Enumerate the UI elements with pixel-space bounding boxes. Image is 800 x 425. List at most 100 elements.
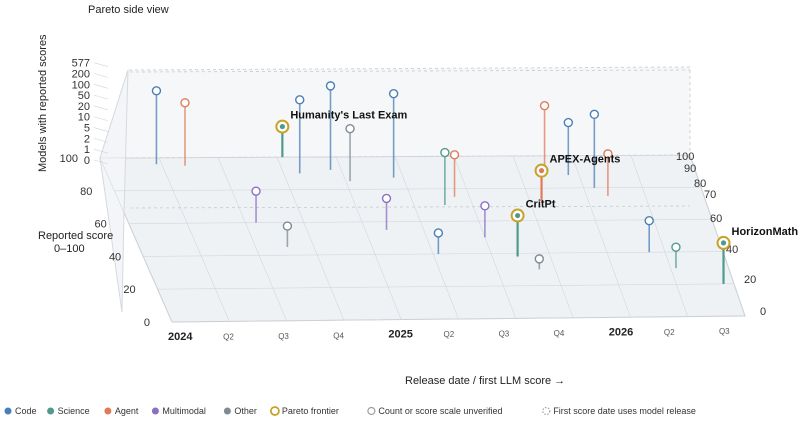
data-point: [534, 254, 545, 264]
chart-annotations: Humanity's Last Exam APEX-Agents CritPt Hor…: [275, 110, 799, 284]
data-point: [381, 193, 392, 204]
legend-label: Agent: [115, 406, 139, 416]
annotation-label: APEX-Agents: [550, 154, 621, 166]
y-tick-label-right: 90: [684, 163, 696, 175]
y-tick-label: 80: [80, 186, 92, 198]
z-tick-line: [93, 105, 109, 111]
y-tick-label-right: 0: [760, 306, 766, 318]
legend-label: Other: [234, 406, 257, 416]
floor-grid-y: [99, 154, 691, 159]
x-tick-label: Q2: [223, 332, 234, 341]
floor-grid-x: [689, 154, 746, 317]
data-point: [295, 95, 305, 105]
z-tick-line: [93, 127, 109, 132]
floor-grid-x: [276, 156, 345, 321]
z-tick-label: 100: [72, 79, 90, 91]
x-tick-label: Q2: [443, 330, 454, 339]
x-tick-label: Q4: [333, 331, 344, 340]
legend-label: Pareto frontier: [282, 406, 339, 416]
legend-swatch: [223, 407, 231, 415]
data-point: [388, 88, 399, 99]
frontier-dot: [279, 123, 285, 130]
y-tick-label: 60: [95, 219, 107, 231]
x-tick-label: Q2: [664, 328, 675, 337]
data-point: [345, 123, 355, 134]
annotation-label: HorizonMath: [732, 226, 799, 238]
data-point: [603, 149, 613, 159]
legend: Code Science Agent Multimodal Other Pareto fr…: [4, 406, 696, 416]
legend-swatch: [367, 406, 376, 416]
y-axis-label: Reported score 0–100: [38, 230, 113, 255]
floor-grid-x: [99, 157, 173, 323]
floor-grid-y: [143, 251, 724, 257]
x-tick-label: 2025: [388, 329, 412, 341]
data-point: [644, 216, 654, 226]
data-point: [282, 221, 293, 231]
x-tick-label: Q3: [499, 330, 510, 339]
chart-title: Pareto side view: [88, 4, 169, 16]
z-tick-label: 1: [84, 144, 90, 156]
z-tick-label: 50: [78, 90, 90, 102]
floor-grid-x: [217, 157, 287, 321]
floor-grid-x: [158, 157, 230, 322]
data-point: [325, 81, 336, 91]
legend-swatch: [47, 407, 55, 415]
floor-grid-y: [114, 186, 702, 192]
z-tick-line: [93, 73, 109, 78]
z-tick-label: 10: [78, 112, 90, 124]
z-tick-line: [93, 148, 109, 154]
legend-swatch: [269, 406, 280, 416]
y-tick-label-right: 20: [744, 274, 756, 286]
data-point: [251, 186, 261, 196]
data-point: [563, 117, 574, 128]
chart-axes: 2024 Q2 Q3 Q4 2025 Q2 Q3 Q4 2026 Q2 Q3020406080100…: [60, 58, 766, 343]
y-tick-label-right: 70: [704, 189, 716, 201]
data-point: [151, 86, 162, 96]
side-wall: [99, 69, 129, 313]
x-tick-label: 2024: [168, 331, 193, 343]
legend-label: Code: [15, 406, 37, 416]
y-tick-label: 0: [144, 317, 150, 329]
z-tick-line: [93, 84, 109, 89]
frontier-dot: [720, 240, 727, 246]
chart-grid: [99, 66, 746, 323]
z-tick-line: [93, 94, 109, 100]
floor-grid-x: [512, 155, 574, 318]
data-point: [480, 201, 490, 211]
data-point: [440, 147, 450, 158]
floor-grid-x: [394, 156, 459, 320]
back-wall: [99, 66, 691, 159]
annotation-label: CritPt: [526, 199, 556, 211]
legend-swatch: [104, 407, 112, 415]
x-tick-label: Q4: [554, 329, 565, 338]
legend-label: Science: [58, 406, 90, 416]
data-point: [449, 150, 460, 160]
data-point: [671, 242, 681, 252]
floor-grid-y: [171, 315, 746, 323]
x-tick-label: Q3: [278, 332, 289, 341]
frontier-dot: [515, 212, 521, 219]
y-tick-label: 40: [109, 251, 121, 263]
data-point: [433, 228, 444, 238]
legend-swatch: [542, 406, 551, 416]
legend-label: First score date uses model release: [553, 406, 696, 416]
z-axis-label: Models with reported scores: [37, 34, 49, 172]
z-tick-label: 577: [72, 58, 90, 70]
chart-marks: [151, 81, 681, 270]
y-tick-label: 20: [123, 284, 135, 296]
z-tick-label: 20: [78, 101, 90, 113]
legend-swatch: [151, 407, 159, 415]
frontier-dot: [538, 168, 545, 174]
x-axis-label: Release date / first LLM score →: [405, 375, 565, 387]
z-tick-label: 2: [84, 133, 90, 145]
legend-swatch: [4, 407, 12, 415]
legend-label: Count or score scale unverified: [378, 406, 502, 416]
z-tick-line: [93, 159, 109, 165]
annotation-label: Humanity's Last Exam: [290, 110, 407, 122]
floor-grid-y: [157, 283, 735, 290]
x-tick-label: 2026: [609, 326, 633, 338]
z-tick-label: 200: [72, 68, 90, 80]
z-tick-label: 0: [84, 155, 90, 167]
